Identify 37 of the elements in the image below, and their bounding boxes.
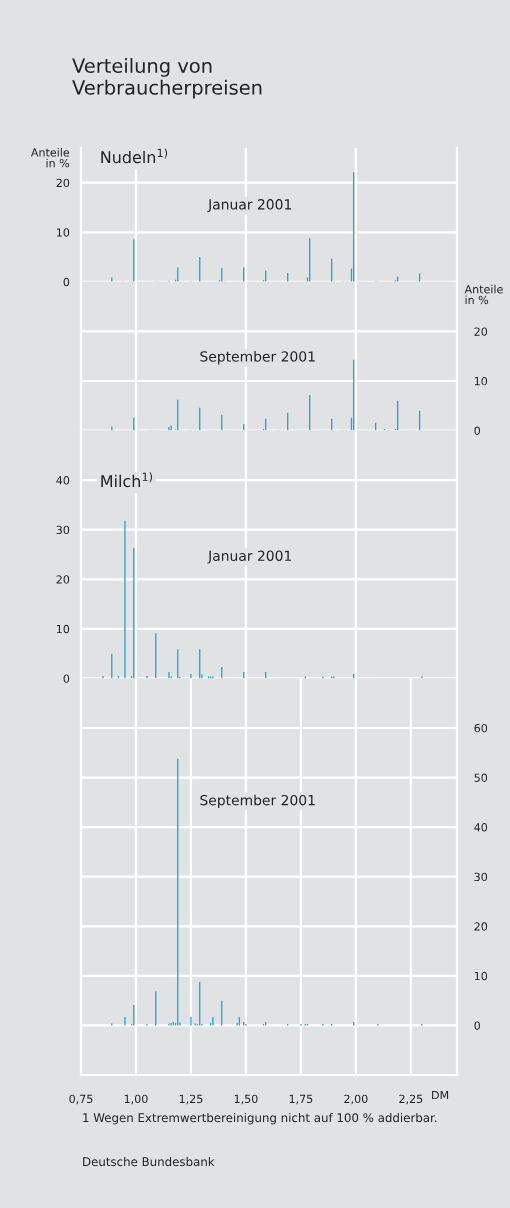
x-tick-label: 2,00 bbox=[344, 1094, 368, 1105]
x-tick-label: 1,25 bbox=[179, 1094, 203, 1105]
x-tick-label: 0,75 bbox=[69, 1094, 93, 1105]
y-tick-label: 0 bbox=[63, 674, 70, 683]
x-tick-label: 1,50 bbox=[234, 1094, 258, 1105]
y-tick-label: 30 bbox=[56, 525, 70, 535]
y-tick-label: 0 bbox=[474, 426, 480, 435]
y-tick-label: 20 bbox=[474, 922, 488, 931]
y-tick-label: 20 bbox=[56, 575, 70, 584]
annotation: Januar 2001 bbox=[207, 199, 292, 213]
y-tick-label: 40 bbox=[56, 476, 70, 485]
y-tick-label: 20 bbox=[56, 178, 70, 188]
y-tick-label: 10 bbox=[56, 228, 70, 237]
annotation: Januar 2001 bbox=[207, 550, 292, 564]
chart-subtitle: Nudeln$^{1)}$ bbox=[101, 148, 168, 164]
x-tick-label: 2,25 bbox=[399, 1094, 423, 1105]
y-tick-label: 10 bbox=[56, 624, 70, 634]
text: 1 Wegen Extremwertbereinigung nicht auf 100 % addierbar. bbox=[83, 1113, 437, 1125]
y-tick-label: 30 bbox=[474, 872, 488, 882]
y-axis-title: Anteile in % bbox=[464, 284, 503, 305]
y-tick-label: 40 bbox=[474, 823, 488, 832]
y-tick-label: 10 bbox=[474, 376, 488, 386]
text: Deutsche Bundesbank bbox=[83, 1157, 215, 1167]
annotation: September 2001 bbox=[200, 794, 315, 809]
y-tick-label: 0 bbox=[474, 1021, 480, 1030]
x-tick-label: 1,00 bbox=[124, 1094, 148, 1105]
y-tick-label: 10 bbox=[474, 971, 488, 981]
y-tick-label: 60 bbox=[474, 723, 488, 733]
annotation: September 2001 bbox=[200, 350, 315, 365]
x-axis-title: DM bbox=[432, 1090, 449, 1100]
y-tick-label: 0 bbox=[63, 277, 70, 287]
y-tick-label: 20 bbox=[474, 327, 488, 336]
y-tick-label: 50 bbox=[474, 773, 488, 782]
y-axis-title: Anteile in % bbox=[30, 148, 70, 168]
chart-title: Verteilung von Verbraucherpreisen bbox=[72, 58, 262, 99]
x-tick-label: 1,75 bbox=[289, 1094, 313, 1105]
text: Milch$^{1)}$ bbox=[101, 472, 153, 488]
